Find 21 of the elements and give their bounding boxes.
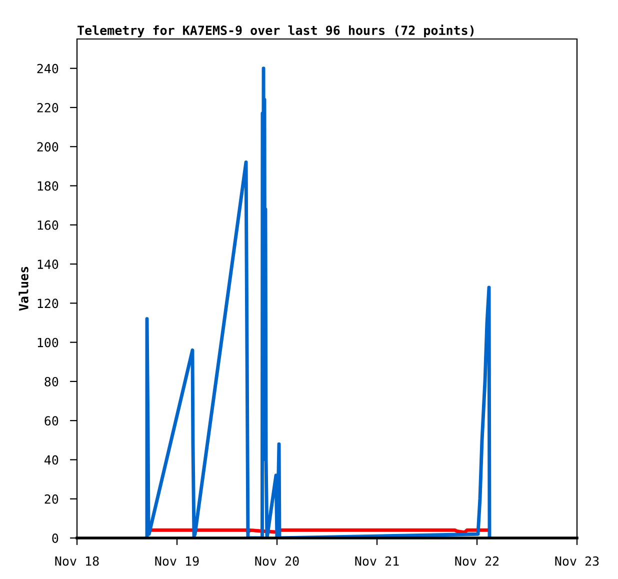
y-tick-label: 180 [38,181,58,191]
y-tick-label: 140 [38,260,58,269]
x-tick-label: Nov 20 [255,556,299,566]
y-tick-label: 120 [38,298,58,308]
y-tick-label: 0 [52,534,58,543]
y-tick-label: 240 [37,64,58,74]
y-tick-label: 100 [38,338,58,348]
x-tick-label: Nov 18 [55,556,99,566]
x-tick-label: Nov 21 [355,556,399,566]
y-tick-label: 40 [44,455,58,465]
x-tick-label: Nov 22 [455,556,499,566]
y-axis-title: Values [18,266,28,311]
y-tick-label: 60 [44,416,58,426]
x-tick-label: Nov 23 [555,556,599,566]
chart-title: Telemetry for KA7EMS-9 over last 96 hours (72 points) [78,24,474,38]
y-tick-label: 20 [44,494,58,504]
x-tick-label: Nov 19 [155,556,199,566]
y-tick-label: 80 [44,376,58,386]
y-tick-label: 220 [37,102,58,112]
y-tick-label: 200 [37,142,58,152]
y-tick-label: 160 [38,220,58,230]
